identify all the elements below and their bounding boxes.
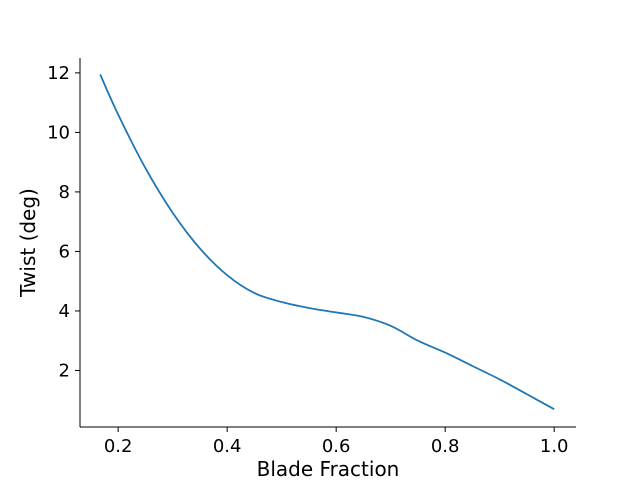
x-tick-label: 0.8 [431,436,460,457]
y-tick-label: 12 [47,63,70,84]
y-tick-label: 6 [59,241,70,262]
x-axis-title: Blade Fraction [257,457,400,480]
axes: 0.2 0.4 0.6 0.8 1.0 2 4 6 8 10 12 [47,58,576,457]
x-tick-label: 0.6 [322,436,351,457]
x-tick-label: 0.2 [104,436,133,457]
x-axis-ticks: 0.2 0.4 0.6 0.8 1.0 [104,427,569,457]
y-axis-title: Twist (deg) [16,188,40,298]
y-tick-label: 8 [59,182,70,203]
twist-series-line [99,74,555,410]
x-tick-label: 1.0 [540,436,569,457]
plot-area [99,74,555,410]
y-tick-label: 10 [47,122,70,143]
y-tick-label: 2 [59,360,70,381]
x-tick-label: 0.4 [213,436,242,457]
y-axis-ticks: 2 4 6 8 10 12 [47,63,80,381]
y-tick-label: 4 [59,301,70,322]
